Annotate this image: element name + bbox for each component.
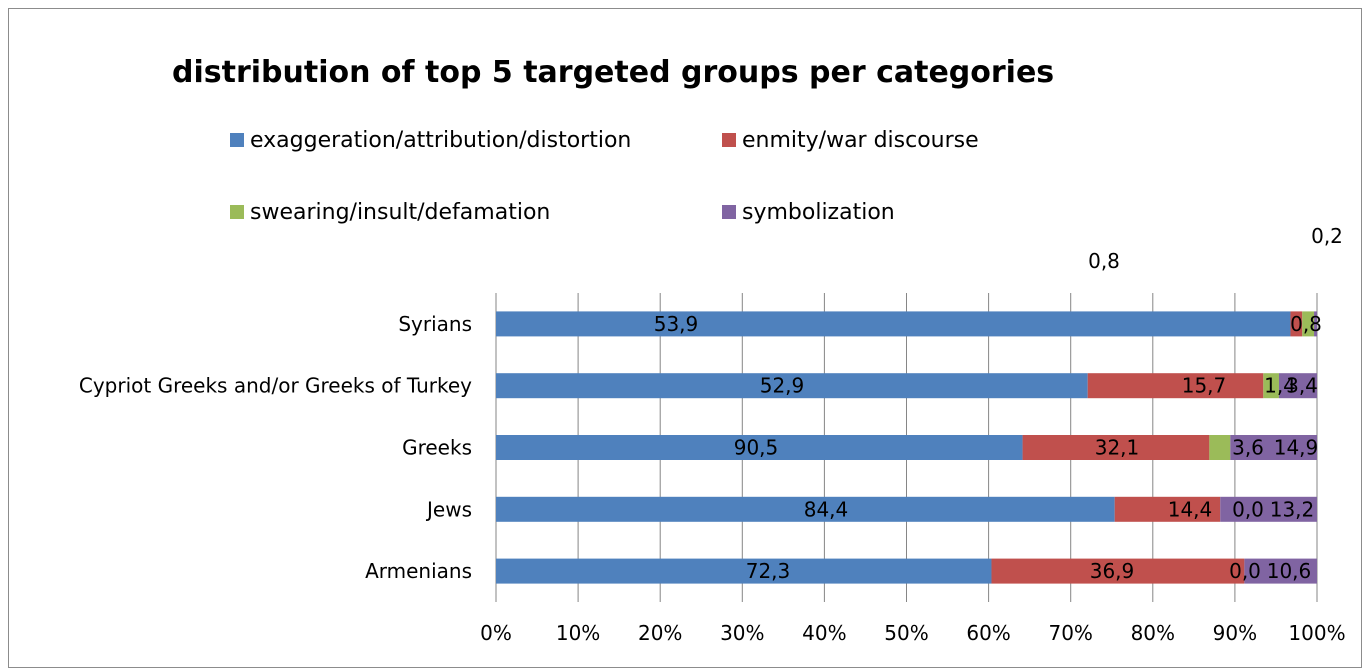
x-tick-label-1: 10%: [556, 621, 600, 645]
data-label-4-0: 72,3: [746, 559, 791, 583]
data-label-4-1: 36,9: [1090, 559, 1135, 583]
bar-1-0: [496, 373, 1088, 399]
data-label-4-2: 0,0: [1229, 559, 1261, 583]
bar-2-0: [496, 435, 1023, 460]
x-tick-label-9: 90%: [1213, 621, 1257, 645]
data-label-1-1: 15,7: [1182, 374, 1227, 398]
bar-4-1: [991, 558, 1245, 584]
bar-1-1: [1087, 373, 1264, 399]
x-tick-label-6: 60%: [966, 621, 1010, 645]
category-label-1: Cypriot Greeks and/or Greeks of Turkey: [79, 374, 472, 398]
x-tick-label-0: 0%: [480, 621, 512, 645]
chart-svg: distribution of top 5 targeted groups pe…: [79, 55, 1346, 645]
category-label-0: Syrians: [398, 312, 472, 336]
legend-label-2: swearing/insult/defamation: [250, 200, 550, 225]
x-tick-label-10: 100%: [1288, 621, 1345, 645]
data-label-3-0: 84,4: [804, 497, 849, 521]
chart-title: distribution of top 5 targeted groups pe…: [172, 55, 1054, 90]
bar-3-3: [1220, 496, 1317, 522]
x-tick-labels: 0% 10% 20% 30% 40% 50% 60% 70% 80% 90% 100%: [480, 621, 1345, 645]
legend-swatch-1: [722, 133, 736, 147]
x-tick-label-4: 40%: [802, 621, 846, 645]
x-tick-label-7: 70%: [1048, 621, 1092, 645]
bar-3-1: [1114, 496, 1221, 522]
data-label-2-2: 3,6: [1232, 436, 1264, 460]
category-label-2: Greeks: [402, 436, 472, 460]
data-label-2-1: 32,1: [1095, 436, 1140, 460]
category-label-3: Jews: [425, 497, 472, 521]
x-tick-label-2: 20%: [638, 621, 682, 645]
legend-label-3: symbolization: [742, 200, 895, 225]
data-label-1-3: 3,4: [1286, 374, 1318, 398]
bar-3-0: [496, 496, 1115, 522]
chart-frame: [8, 8, 1362, 668]
x-tick-label-8: 80%: [1131, 621, 1175, 645]
legend: exaggeration/attribution/distortion enmit…: [230, 128, 979, 225]
legend-swatch-0: [230, 133, 244, 147]
bar-0-0: [496, 311, 1291, 337]
data-label-2-3: 14,9: [1274, 436, 1319, 460]
data-label-0-3: 0,2: [1311, 224, 1343, 248]
data-label-2-0: 90,5: [734, 436, 779, 460]
bar-0-2: [1302, 311, 1315, 337]
data-label-1-0: 52,9: [760, 374, 805, 398]
data-label-3-2: 0,0: [1232, 497, 1264, 521]
bar-1-3: [1278, 373, 1317, 399]
data-label-3-3: 13,2: [1270, 497, 1315, 521]
bar-0-1: [1290, 311, 1303, 337]
category-label-4: Armenians: [365, 559, 472, 583]
legend-label-1: enmity/war discourse: [742, 128, 979, 153]
bar-2-1: [1022, 435, 1210, 460]
data-label-0-1: 0,8: [1290, 312, 1322, 336]
bar-0-3: [1314, 311, 1317, 337]
bar-2-2: [1209, 435, 1231, 460]
x-tick-label-3: 30%: [720, 621, 764, 645]
data-label-1-2: 1,4: [1264, 374, 1296, 398]
x-tick-label-5: 50%: [884, 621, 928, 645]
legend-label-0: exaggeration/attribution/distortion: [250, 128, 631, 153]
data-label-3-1: 14,4: [1168, 497, 1213, 521]
data-label-4-3: 10,6: [1267, 559, 1312, 583]
legend-swatch-3: [722, 205, 736, 219]
bars: [496, 311, 1317, 584]
legend-swatch-2: [230, 205, 244, 219]
data-label-0-2: 0,8: [1088, 249, 1120, 273]
bar-2-3: [1230, 435, 1317, 460]
category-labels: Syrians Cypriot Greeks and/or Greeks of T…: [79, 312, 472, 583]
data-label-0-0: 53,9: [654, 312, 699, 336]
bar-4-3: [1244, 558, 1317, 584]
data-labels: 53,9 0,8 0,8 0,2 52,9 15,7 1,43,4 90,5 32,1 3,6 14…: [654, 224, 1343, 583]
bar-1-2: [1263, 373, 1279, 399]
bar-4-0: [496, 558, 992, 584]
